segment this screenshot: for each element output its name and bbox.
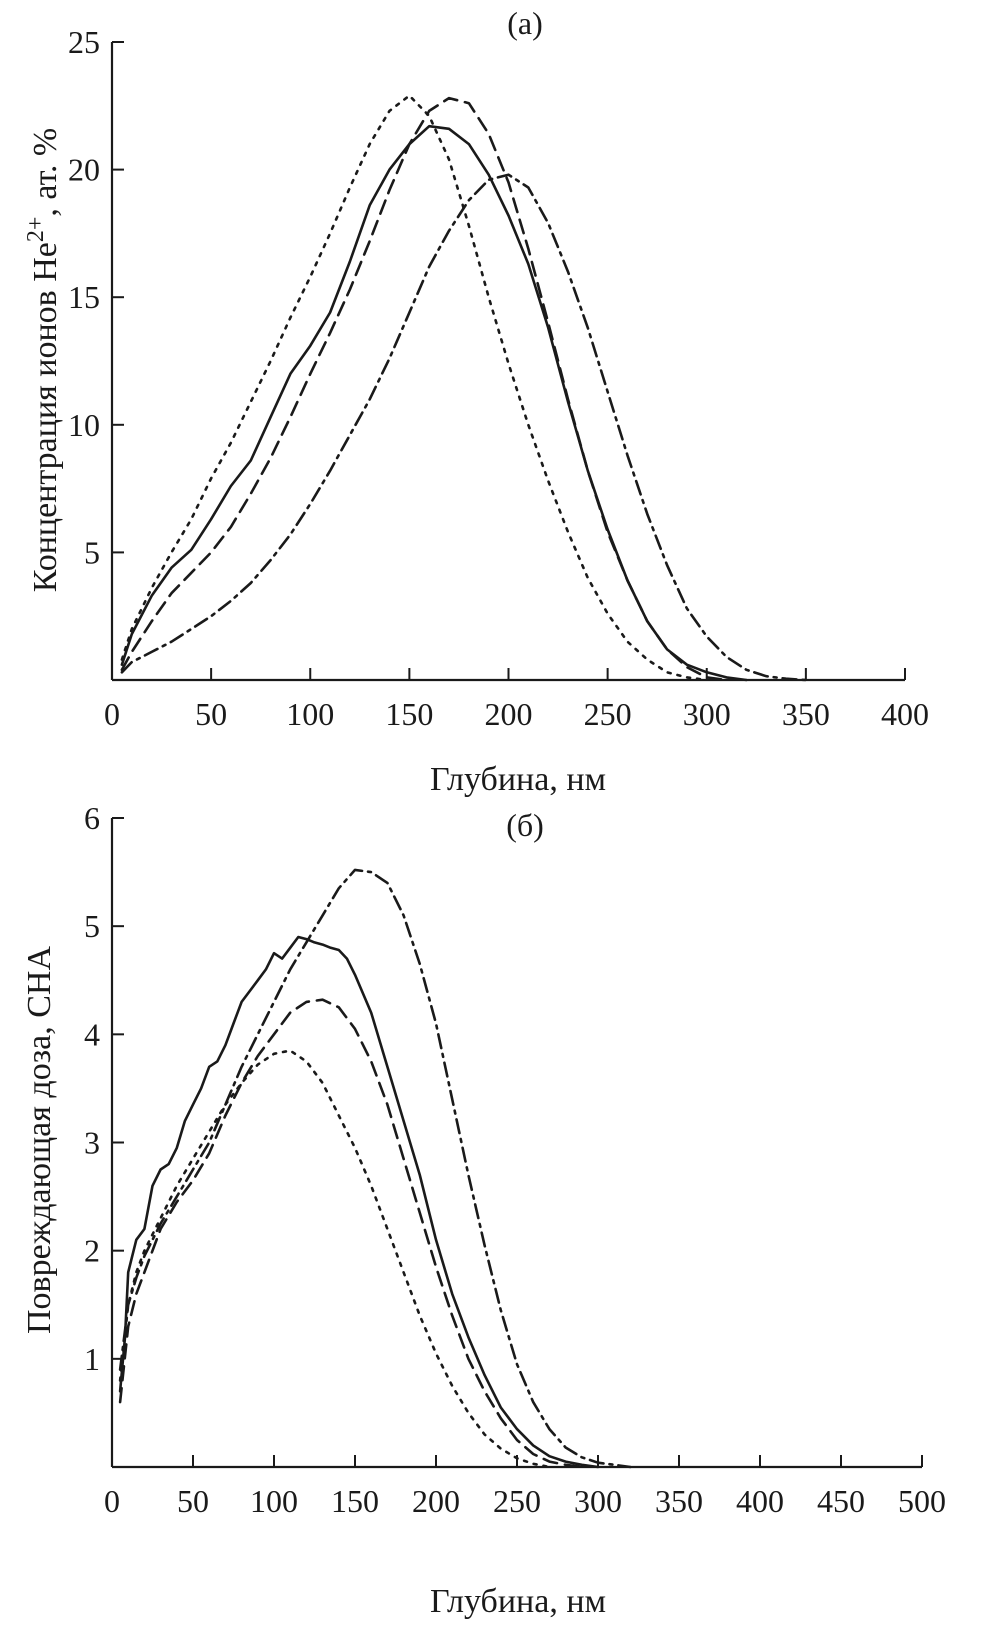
series-line-dotted [120,94,709,682]
y-tick-label: 4 [84,1016,100,1052]
series-line-solid [120,124,748,682]
chart-panel-a: (а) 0 50 100 150 200 250 300 350 400 5 10 15 20 25 Гл… [23,5,929,798]
y-tick-label: 20 [68,152,100,188]
y-axis-label-a-sup: 2+ [23,217,49,243]
y-tick-label: 2 [84,1233,100,1269]
series-line-dashdot [120,173,808,682]
x-tick-label: 200 [412,1483,460,1519]
x-tick-label: 450 [817,1483,865,1519]
y-axis-label-a-main: Концентрация ионов He [27,242,64,592]
y-axis-label-b: Повреждающая доза, СНА [21,946,58,1334]
y-tick-label: 5 [84,908,100,944]
x-tick-label: 50 [177,1483,209,1519]
panel-label-b: (б) [506,807,544,843]
x-tick-label: 150 [385,696,433,732]
panel-label-a: (а) [507,5,543,41]
y-tick-label: 1 [84,1341,100,1377]
x-tick-label: 100 [250,1483,298,1519]
y-axis-label-a: Концентрация ионов He2+, ат. % [23,128,64,593]
x-tick-label: 300 [574,1483,622,1519]
series-line-dotted [118,1049,551,1469]
x-tick-label: 300 [683,696,731,732]
x-tick-label: 350 [655,1483,703,1519]
y-tick-label: 6 [84,800,100,836]
x-tick-label: 50 [195,696,227,732]
x-tick-label: 100 [286,696,334,732]
plot-area-b: 0 50 100 150 200 250 300 350 400 450 500 1 2 3 4 5 6 [84,800,946,1519]
y-axis-label-a-tail: , ат. % [27,128,64,217]
chart-panel-b: (б) 0 50 100 150 200 250 300 350 400 450 500 1 2 3 4 5 6… [21,800,946,1620]
x-tick-label: 250 [584,696,632,732]
y-tick-label: 3 [84,1125,100,1161]
x-tick-label: 350 [782,696,830,732]
x-tick-label: 400 [881,696,929,732]
plot-area-a: 0 50 100 150 200 250 300 350 400 5 10 15 20 25 [68,24,929,732]
y-tick-label: 25 [68,24,100,60]
x-tick-label: 200 [485,696,533,732]
x-tick-label: 0 [104,1483,120,1519]
y-tick-label: 10 [68,407,100,443]
x-tick-label: 0 [104,696,120,732]
x-tick-label: 400 [736,1483,784,1519]
x-axis-label-a: Глубина, нм [430,761,606,798]
series-line-dashed [118,998,584,1469]
series-line-dashed [120,96,728,682]
x-tick-label: 500 [898,1483,946,1519]
x-tick-label: 250 [493,1483,541,1519]
x-axis-label-b: Глубина, нм [430,1583,606,1620]
y-tick-label: 15 [68,279,100,315]
x-tick-label: 150 [331,1483,379,1519]
series-line-solid [118,935,600,1469]
y-tick-label: 5 [84,534,100,570]
series-line-dashdot [118,868,632,1469]
